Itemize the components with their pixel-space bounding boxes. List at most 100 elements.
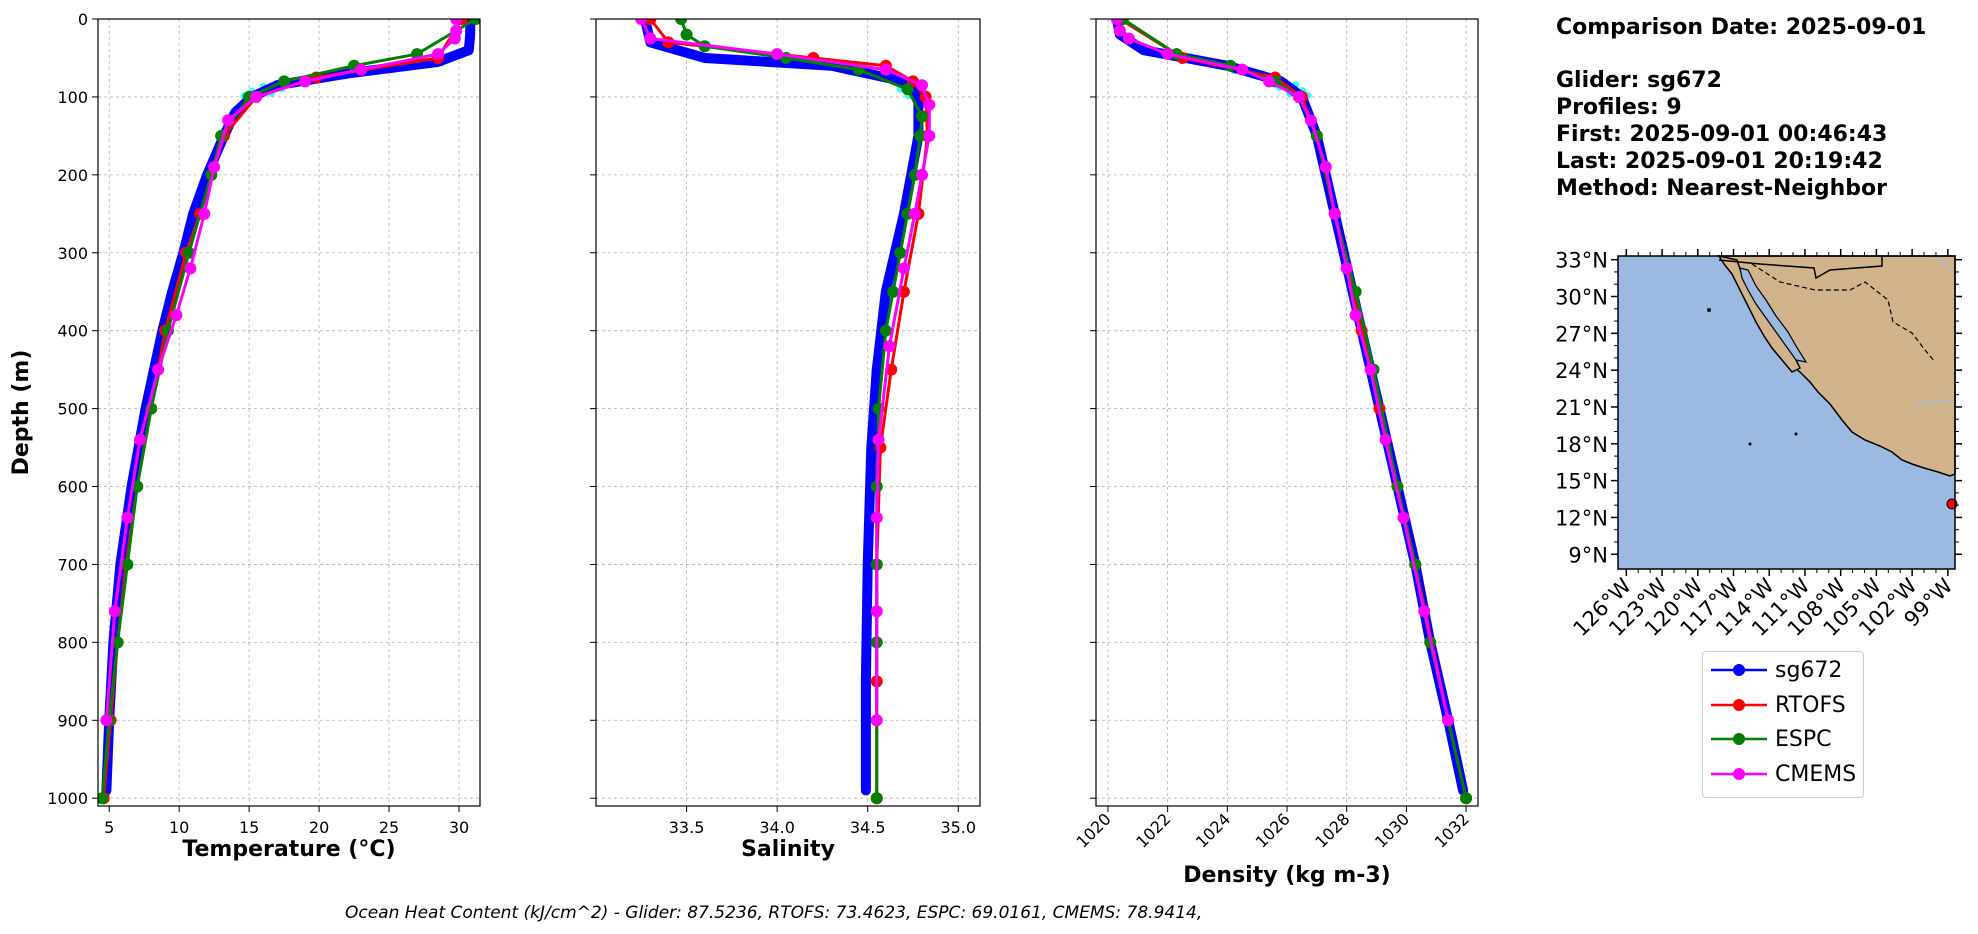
- series-point-cmems: [170, 309, 183, 322]
- series-point-cmems: [635, 19, 648, 25]
- series-point-cmems: [908, 207, 921, 220]
- series-point-cmems: [299, 75, 312, 88]
- glider-name-text: Glider: sg672: [1556, 68, 1722, 93]
- x-axis-label: Density (kg m-3): [1183, 863, 1391, 888]
- xtick-label: 25: [379, 818, 399, 837]
- map-lat-label: 30°N: [1555, 286, 1608, 310]
- series-point-cmems: [872, 433, 885, 446]
- series-point-cmems: [133, 433, 146, 446]
- ytick-label: 700: [57, 555, 88, 574]
- series-point-cmems: [100, 714, 113, 727]
- series-point-cmems: [1349, 309, 1362, 322]
- series-point-cmems: [448, 32, 461, 45]
- map-frame: [1617, 255, 1956, 570]
- series-point-cmems: [916, 168, 929, 181]
- series-point-cmems: [208, 161, 221, 174]
- xtick-label: 1020: [1073, 809, 1115, 851]
- xtick-label: 5: [104, 818, 114, 837]
- series-point-cmems: [923, 129, 936, 142]
- series-point-cmems: [897, 262, 910, 275]
- map-river: [1914, 255, 1951, 406]
- map-lat-label: 18°N: [1555, 433, 1608, 457]
- series-point-cmems: [1397, 511, 1410, 524]
- legend-entry-sg672: sg672: [1711, 655, 1842, 685]
- series-point-cmems: [1379, 433, 1392, 446]
- map-lat-label: 9°N: [1568, 543, 1608, 567]
- series-point-cmems: [355, 63, 368, 76]
- xtick-label: 15: [239, 818, 259, 837]
- series-point-cmems: [1292, 90, 1305, 103]
- xtick-label: 1026: [1252, 809, 1294, 851]
- series-point-cmems: [108, 605, 121, 618]
- series-line-cmems: [1115, 19, 1450, 721]
- series-point-cmems: [879, 63, 892, 76]
- last-time-text: Last: 2025-09-01 20:19:42: [1556, 149, 1883, 174]
- series-point-cmems: [184, 262, 197, 275]
- legend-entry-espc: ESPC: [1711, 724, 1832, 754]
- map-lat-label: 33°N: [1555, 249, 1608, 273]
- ytick-label: 300: [57, 244, 88, 263]
- series-point-cmems: [1340, 262, 1353, 275]
- series-point-cmems: [1364, 363, 1377, 376]
- map-state-border: [1751, 263, 1936, 363]
- legend-marker-cmems: [1711, 768, 1767, 780]
- series-point-espc: [1460, 792, 1473, 805]
- xtick-label: 33.5: [669, 818, 705, 837]
- plot-frame: [595, 18, 981, 807]
- series-point-cmems: [450, 19, 463, 25]
- series-point-cmems: [250, 90, 263, 103]
- series-point-cmems: [198, 207, 211, 220]
- series-point-espc: [887, 285, 900, 298]
- series-point-cmems: [1122, 32, 1135, 45]
- x-axis-label: Temperature (°C): [182, 837, 395, 862]
- legend: sg672 RTOFS ESPC CMEMS: [1702, 651, 1864, 798]
- map-lat-label: 15°N: [1555, 470, 1608, 494]
- xtick-label: 1028: [1311, 809, 1353, 851]
- series-point-espc: [121, 558, 134, 571]
- map-island-3: [1794, 432, 1798, 436]
- series-line-sg672: [101, 19, 476, 796]
- legend-label: RTOFS: [1775, 692, 1846, 718]
- x-axis-label: Salinity: [741, 837, 835, 862]
- series-line-cmems: [639, 19, 931, 721]
- method-text: Method: Nearest-Neighbor: [1556, 176, 1887, 201]
- series-point-cmems: [644, 32, 657, 45]
- xtick-label: 1032: [1431, 809, 1473, 851]
- ytick-label: 500: [57, 400, 88, 419]
- series-point-espc: [894, 246, 907, 259]
- legend-marker-espc: [1711, 733, 1767, 745]
- plot-frame: [97, 18, 481, 807]
- series-point-cmems: [1304, 114, 1317, 127]
- legend-entry-rtofs: RTOFS: [1711, 690, 1846, 720]
- series-point-cmems: [1418, 605, 1431, 618]
- xtick-label: 20: [309, 818, 329, 837]
- map-lat-label: 24°N: [1555, 359, 1608, 383]
- xtick-label: 30: [449, 818, 469, 837]
- series-point-cmems: [1110, 19, 1123, 25]
- plot-area: [98, 19, 480, 805]
- series-point-cmems: [222, 114, 235, 127]
- map-lat-label: 12°N: [1555, 506, 1608, 530]
- legend-label: CMEMS: [1775, 761, 1857, 787]
- series-point-cmems: [870, 714, 883, 727]
- xtick-label: 1030: [1371, 809, 1413, 851]
- map-island-1: [1707, 308, 1711, 312]
- series-point-cmems: [432, 48, 445, 61]
- series-point-espc: [901, 83, 914, 96]
- series-point-cmems: [923, 98, 936, 111]
- legend-marker-sg672: [1711, 664, 1767, 676]
- legend-label: sg672: [1775, 657, 1843, 683]
- series-point-espc: [879, 324, 892, 337]
- xtick-label: 1022: [1132, 809, 1174, 851]
- map-lat-label: 21°N: [1555, 396, 1608, 420]
- map-island-2: [1748, 442, 1752, 446]
- ytick-label: 400: [57, 322, 88, 341]
- series-point-espc: [675, 19, 688, 25]
- series-point-cmems: [883, 340, 896, 353]
- xtick-label: 35.0: [940, 818, 976, 837]
- ytick-label: 800: [57, 633, 88, 652]
- profiles-count-text: Profiles: 9: [1556, 95, 1682, 120]
- series-point-cmems: [916, 79, 929, 92]
- series-point-cmems: [771, 48, 784, 61]
- series-point-espc: [870, 792, 883, 805]
